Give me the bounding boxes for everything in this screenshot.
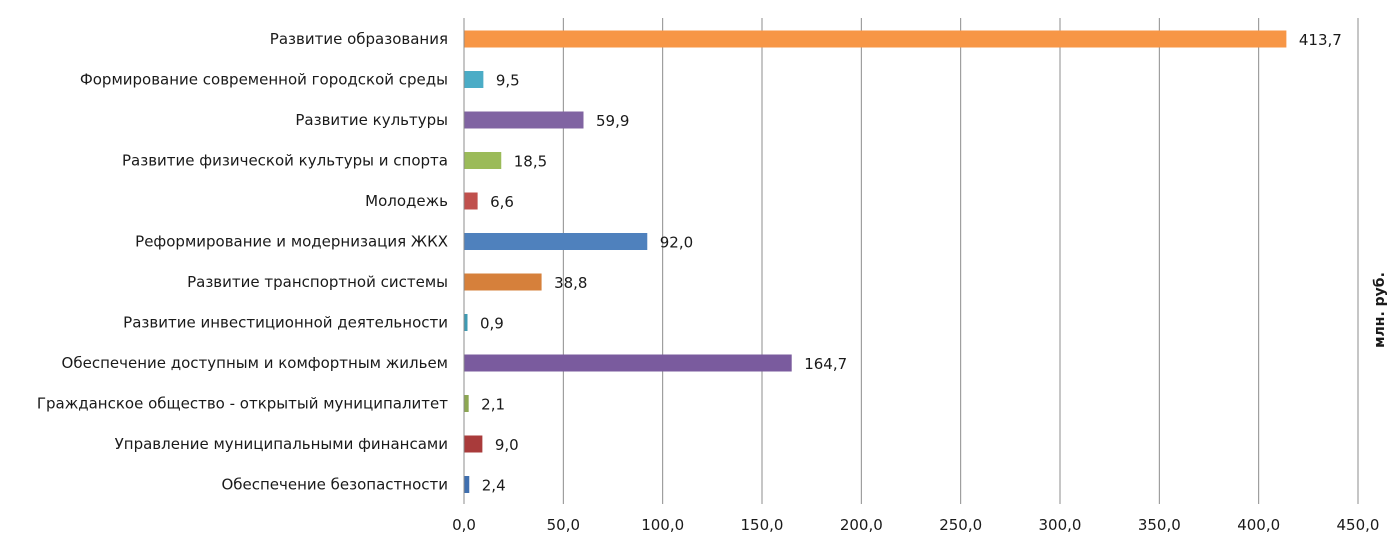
bar <box>464 314 468 331</box>
category-label: Развитие физической культуры и спорта <box>122 152 448 170</box>
x-tick-label: 450,0 <box>1337 516 1380 534</box>
x-axis-tick-labels: 0,0 50,0 100,0 150,0 200,0 250,0 300,0 350,0 400… <box>452 516 1379 534</box>
category-labels: Развитие образования Формирование совреме… <box>37 30 448 494</box>
value-label: 6,6 <box>490 193 514 211</box>
bar <box>464 30 1287 48</box>
value-label: 2,4 <box>482 477 506 495</box>
category-label: Обеспечение безопастности <box>221 476 448 494</box>
category-label: Обеспечение доступным и комфортным жилье… <box>62 354 448 372</box>
category-label: Развитие образования <box>270 30 448 48</box>
value-label: 0,9 <box>480 315 504 333</box>
category-label: Формирование современной городской среды <box>80 71 448 89</box>
category-label: Молодежь <box>365 192 448 210</box>
category-label: Гражданское общество - открытый муниципа… <box>37 395 448 413</box>
bar <box>464 476 470 493</box>
bar <box>464 395 469 412</box>
unit-label: млн. руб. <box>1372 272 1388 348</box>
x-tick-label: 300,0 <box>1039 516 1082 534</box>
value-label: 9,5 <box>496 72 520 90</box>
value-label: 59,9 <box>596 112 629 130</box>
value-label: 9,0 <box>495 436 519 454</box>
x-tick-label: 100,0 <box>641 516 684 534</box>
bar <box>464 273 542 291</box>
value-label: 413,7 <box>1299 31 1342 49</box>
value-label: 92,0 <box>660 234 693 252</box>
value-labels: 413,7 9,5 59,9 18,5 6,6 92,0 38,8 0,9 164,7 2,1 9,… <box>480 31 1342 495</box>
value-label: 164,7 <box>804 355 847 373</box>
bar <box>464 233 648 250</box>
category-label: Развитие инвестиционной деятельности <box>123 314 448 332</box>
bar <box>464 354 792 372</box>
x-tick-label: 150,0 <box>741 516 784 534</box>
bars <box>464 30 1287 493</box>
category-label: Развитие культуры <box>295 111 448 129</box>
bar <box>464 71 484 88</box>
value-label: 2,1 <box>481 396 505 414</box>
gridlines <box>463 18 1359 504</box>
bar <box>464 192 478 210</box>
category-label: Управление муниципальными финансами <box>115 435 448 453</box>
category-label: Развитие транспортной системы <box>187 273 448 291</box>
x-tick-label: 0,0 <box>452 516 476 534</box>
bar <box>464 435 483 453</box>
value-label: 38,8 <box>554 274 587 292</box>
bar <box>464 111 584 129</box>
x-tick-label: 250,0 <box>939 516 982 534</box>
x-tick-label: 50,0 <box>547 516 580 534</box>
x-tick-label: 200,0 <box>840 516 883 534</box>
bar <box>464 152 502 169</box>
x-tick-label: 400,0 <box>1237 516 1280 534</box>
value-label: 18,5 <box>514 153 547 171</box>
x-tick-label: 350,0 <box>1138 516 1181 534</box>
category-label: Реформирование и модернизация ЖКХ <box>135 233 448 251</box>
